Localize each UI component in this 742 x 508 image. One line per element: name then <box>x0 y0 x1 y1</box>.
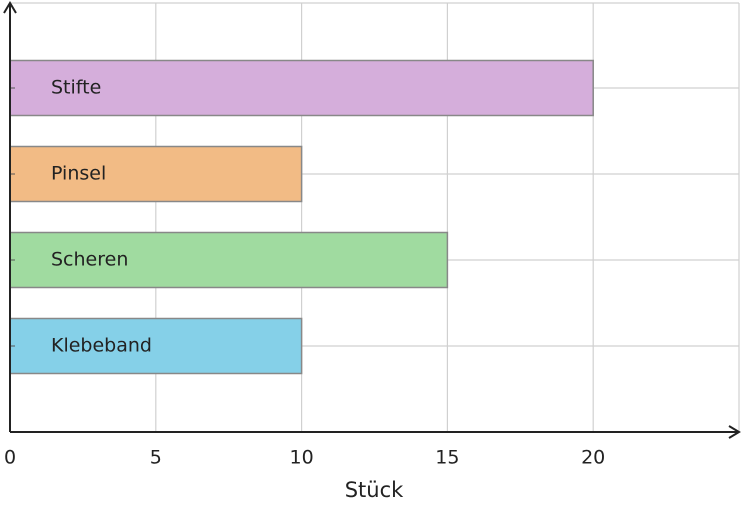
bar <box>9 59 594 117</box>
y-axis-arrow <box>3 1 17 14</box>
x-tick-label: 5 <box>150 447 162 469</box>
x-axis-arrow <box>728 425 741 439</box>
x-tick-label: 20 <box>581 447 605 469</box>
x-axis-label: Stück <box>345 478 404 502</box>
x-tick-label: 0 <box>4 447 16 469</box>
bar-label: Scheren <box>51 249 128 271</box>
bar-label: Pinsel <box>51 163 106 185</box>
x-tick-label: 10 <box>290 447 314 469</box>
bar <box>9 145 303 203</box>
bar-label: Stifte <box>51 77 101 99</box>
x-tick-label: 15 <box>435 447 459 469</box>
bar-label: Klebeband <box>51 335 152 357</box>
